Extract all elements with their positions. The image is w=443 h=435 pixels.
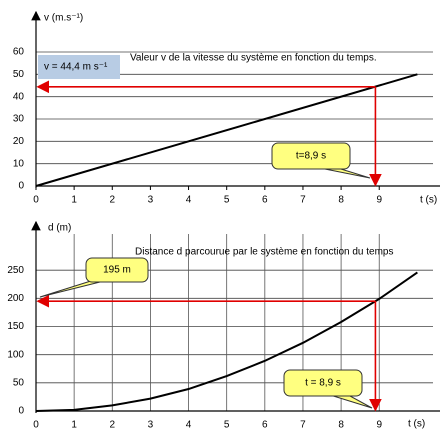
y-tick-label: 20	[13, 136, 25, 147]
x-tick-label: 2	[109, 195, 115, 206]
chart-title: Valeur v de la vitesse du système en fon…	[130, 53, 377, 64]
time-callout: t=8,9 s	[296, 151, 326, 162]
x-tick-label: 3	[148, 195, 154, 206]
data-line	[35, 271, 418, 412]
time-callout-box	[271, 142, 351, 170]
value-callout: 195 m	[103, 265, 131, 276]
x-tick-label: 4	[186, 195, 192, 206]
x-tick-label: 1	[71, 195, 77, 206]
x-tick-label: 1	[71, 420, 77, 431]
time-callout: t = 8,9 s	[305, 378, 341, 389]
x-tick-label: 5	[224, 420, 230, 431]
x-tick-label: 9	[376, 420, 382, 431]
data-line	[35, 73, 418, 187]
y-tick-label: 0	[18, 406, 24, 417]
x-tick-label: 0	[33, 195, 39, 206]
y-tick-label: 200	[7, 293, 24, 304]
y-tick-label: 30	[13, 114, 25, 125]
x-tick-label: 3	[148, 420, 154, 431]
x-tick-label: 9	[376, 195, 382, 206]
y-tick-label: 60	[13, 47, 25, 58]
y-tick-label: 10	[13, 158, 25, 169]
chart-title: Distance d parcourue par le système en f…	[135, 247, 393, 258]
y-tick-label: 40	[13, 91, 25, 102]
y-tick-label: 50	[13, 69, 25, 80]
y-tick-label: 250	[7, 265, 24, 276]
x-tick-label: 8	[338, 195, 344, 206]
value-callout-box	[85, 257, 149, 283]
value-box	[38, 55, 120, 79]
x-tick-label: 5	[224, 195, 230, 206]
value-box-label: v = 44,4 m s⁻¹	[44, 62, 108, 73]
x-tick-label: 0	[33, 420, 39, 431]
y-tick-label: 50	[13, 377, 25, 388]
x-tick-label: 8	[338, 420, 344, 431]
x-tick-label: 2	[109, 420, 115, 431]
x-tick-label: 6	[262, 420, 268, 431]
y-tick-label: 0	[18, 181, 24, 192]
y-axis-label: v (m.s⁻¹)	[44, 13, 83, 24]
y-tick-label: 100	[7, 349, 24, 360]
y-axis-label: d (m)	[48, 223, 71, 234]
x-tick-label: 7	[300, 420, 306, 431]
x-tick-label: 6	[262, 195, 268, 206]
time-callout-box	[283, 369, 363, 397]
x-tick-label: 7	[300, 195, 306, 206]
x-axis-label: t (s)	[408, 419, 425, 430]
x-tick-label: 4	[186, 420, 192, 431]
x-axis-label: t (s)	[420, 195, 437, 206]
y-tick-label: 150	[7, 321, 24, 332]
